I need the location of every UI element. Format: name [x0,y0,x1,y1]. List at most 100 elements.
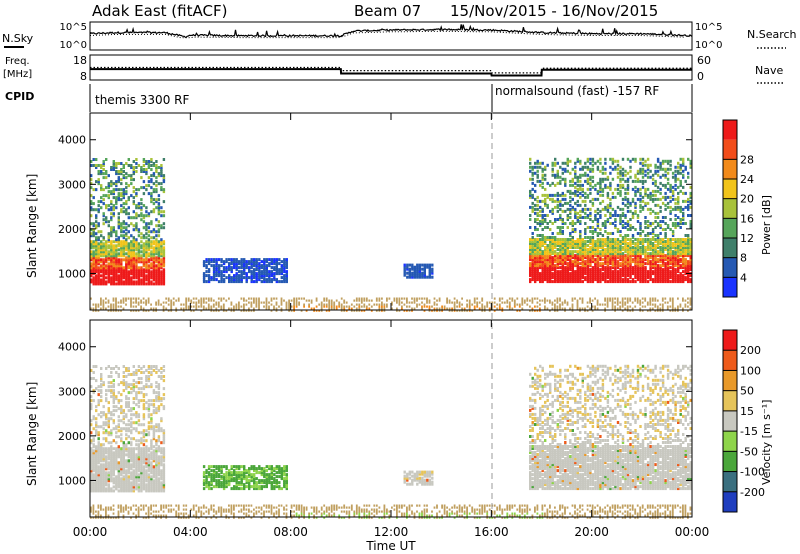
echo-cell [215,272,218,276]
echo-cell [142,254,146,258]
noise-cell [97,506,100,509]
echo-cell [604,226,607,229]
echo-cell [559,230,562,233]
noise-cell [243,512,245,515]
echo-cell [624,187,627,191]
echo-cell [619,191,622,195]
noise-cell [95,305,97,308]
echo-cell [639,242,642,245]
echo-cell [661,272,665,276]
echo-cell [581,262,584,266]
echo-cell [594,246,597,249]
echo-cell [544,274,547,278]
echo-cell [561,171,564,175]
noise-cell [501,297,504,300]
echo-cell [137,242,141,246]
echo-cell [160,242,163,246]
noise-cell [180,512,183,515]
echo-cell [682,185,685,189]
echo-cell [671,224,675,227]
echo-cell [240,274,243,278]
echo-cell [659,175,662,179]
noise-cell [626,297,629,300]
echo-cell [142,242,146,246]
echo-cell [621,280,625,284]
echo-cell [222,266,226,270]
echo-cell [551,268,554,272]
echo-cell [147,240,151,244]
echo-cell [120,228,123,232]
noise-cell [413,297,416,300]
echo-cell [689,163,692,167]
echo-cell [155,166,158,169]
echo-cell [431,275,434,279]
echo-cell [544,256,547,260]
echo-cell [641,181,645,185]
echo-cell [666,187,670,191]
noise-cell [448,309,451,312]
echo-cell [586,165,590,169]
noise-cell [353,299,356,302]
echo-cell [689,191,692,195]
echo-cell [599,254,602,258]
echo-cell [629,270,632,274]
noise-cell [197,301,200,304]
echo-cell [656,280,660,284]
echo-cell [614,226,617,229]
noise-cell [303,508,305,511]
echo-cell [616,260,620,264]
echo-cell [586,248,590,251]
echo-cell [591,260,595,264]
echo-cell [591,240,595,243]
noise-cell [107,301,110,304]
echo-cell [150,210,153,214]
echo-cell [280,272,283,276]
echo-cell [684,262,687,266]
echo-cell [626,224,630,227]
echo-cell [228,276,231,280]
echo-cell [544,193,547,197]
echo-cell [609,201,612,205]
echo-cell [576,179,579,183]
echo-cell [150,258,153,262]
echo-cell [413,271,416,275]
echo-cell [671,280,675,284]
echo-cell [636,266,640,270]
echo-cell [619,230,622,233]
echo-cell [152,252,156,256]
noise-cell [110,508,112,511]
noise-cell [273,307,275,310]
echo-cell [162,260,166,264]
echo-cell [609,262,612,266]
echo-cell [576,242,579,245]
echo-cell [564,256,567,260]
noise-cell [240,504,243,507]
echo-cell [551,274,554,278]
echo-cell [157,246,161,250]
echo-cell [566,278,569,282]
noise-cell [300,309,303,312]
echo-cell [546,248,549,251]
echo-cell [248,276,251,280]
echo-cell [569,232,572,235]
echo-cell [539,214,542,217]
echo-cell [155,260,158,264]
noise-cell [250,516,253,519]
echo-cell [599,177,602,181]
echo-cell [671,246,675,249]
nsearch-tick-top: 10^5 [695,22,722,33]
echo-cell [220,272,223,276]
noise-cell [273,512,275,515]
echo-cell [544,214,547,217]
noise-cell [260,506,263,509]
nsearch-tick-bottom: 10^0 [695,40,722,51]
noise-cell [283,508,285,511]
echo-cell [579,240,582,243]
echo-cell [531,209,534,213]
noise-cell [393,297,396,300]
echo-cell [147,160,151,163]
echo-cell [539,222,542,225]
echo-cell [150,266,153,270]
echo-cell [120,208,123,212]
echo-cell [240,278,243,282]
